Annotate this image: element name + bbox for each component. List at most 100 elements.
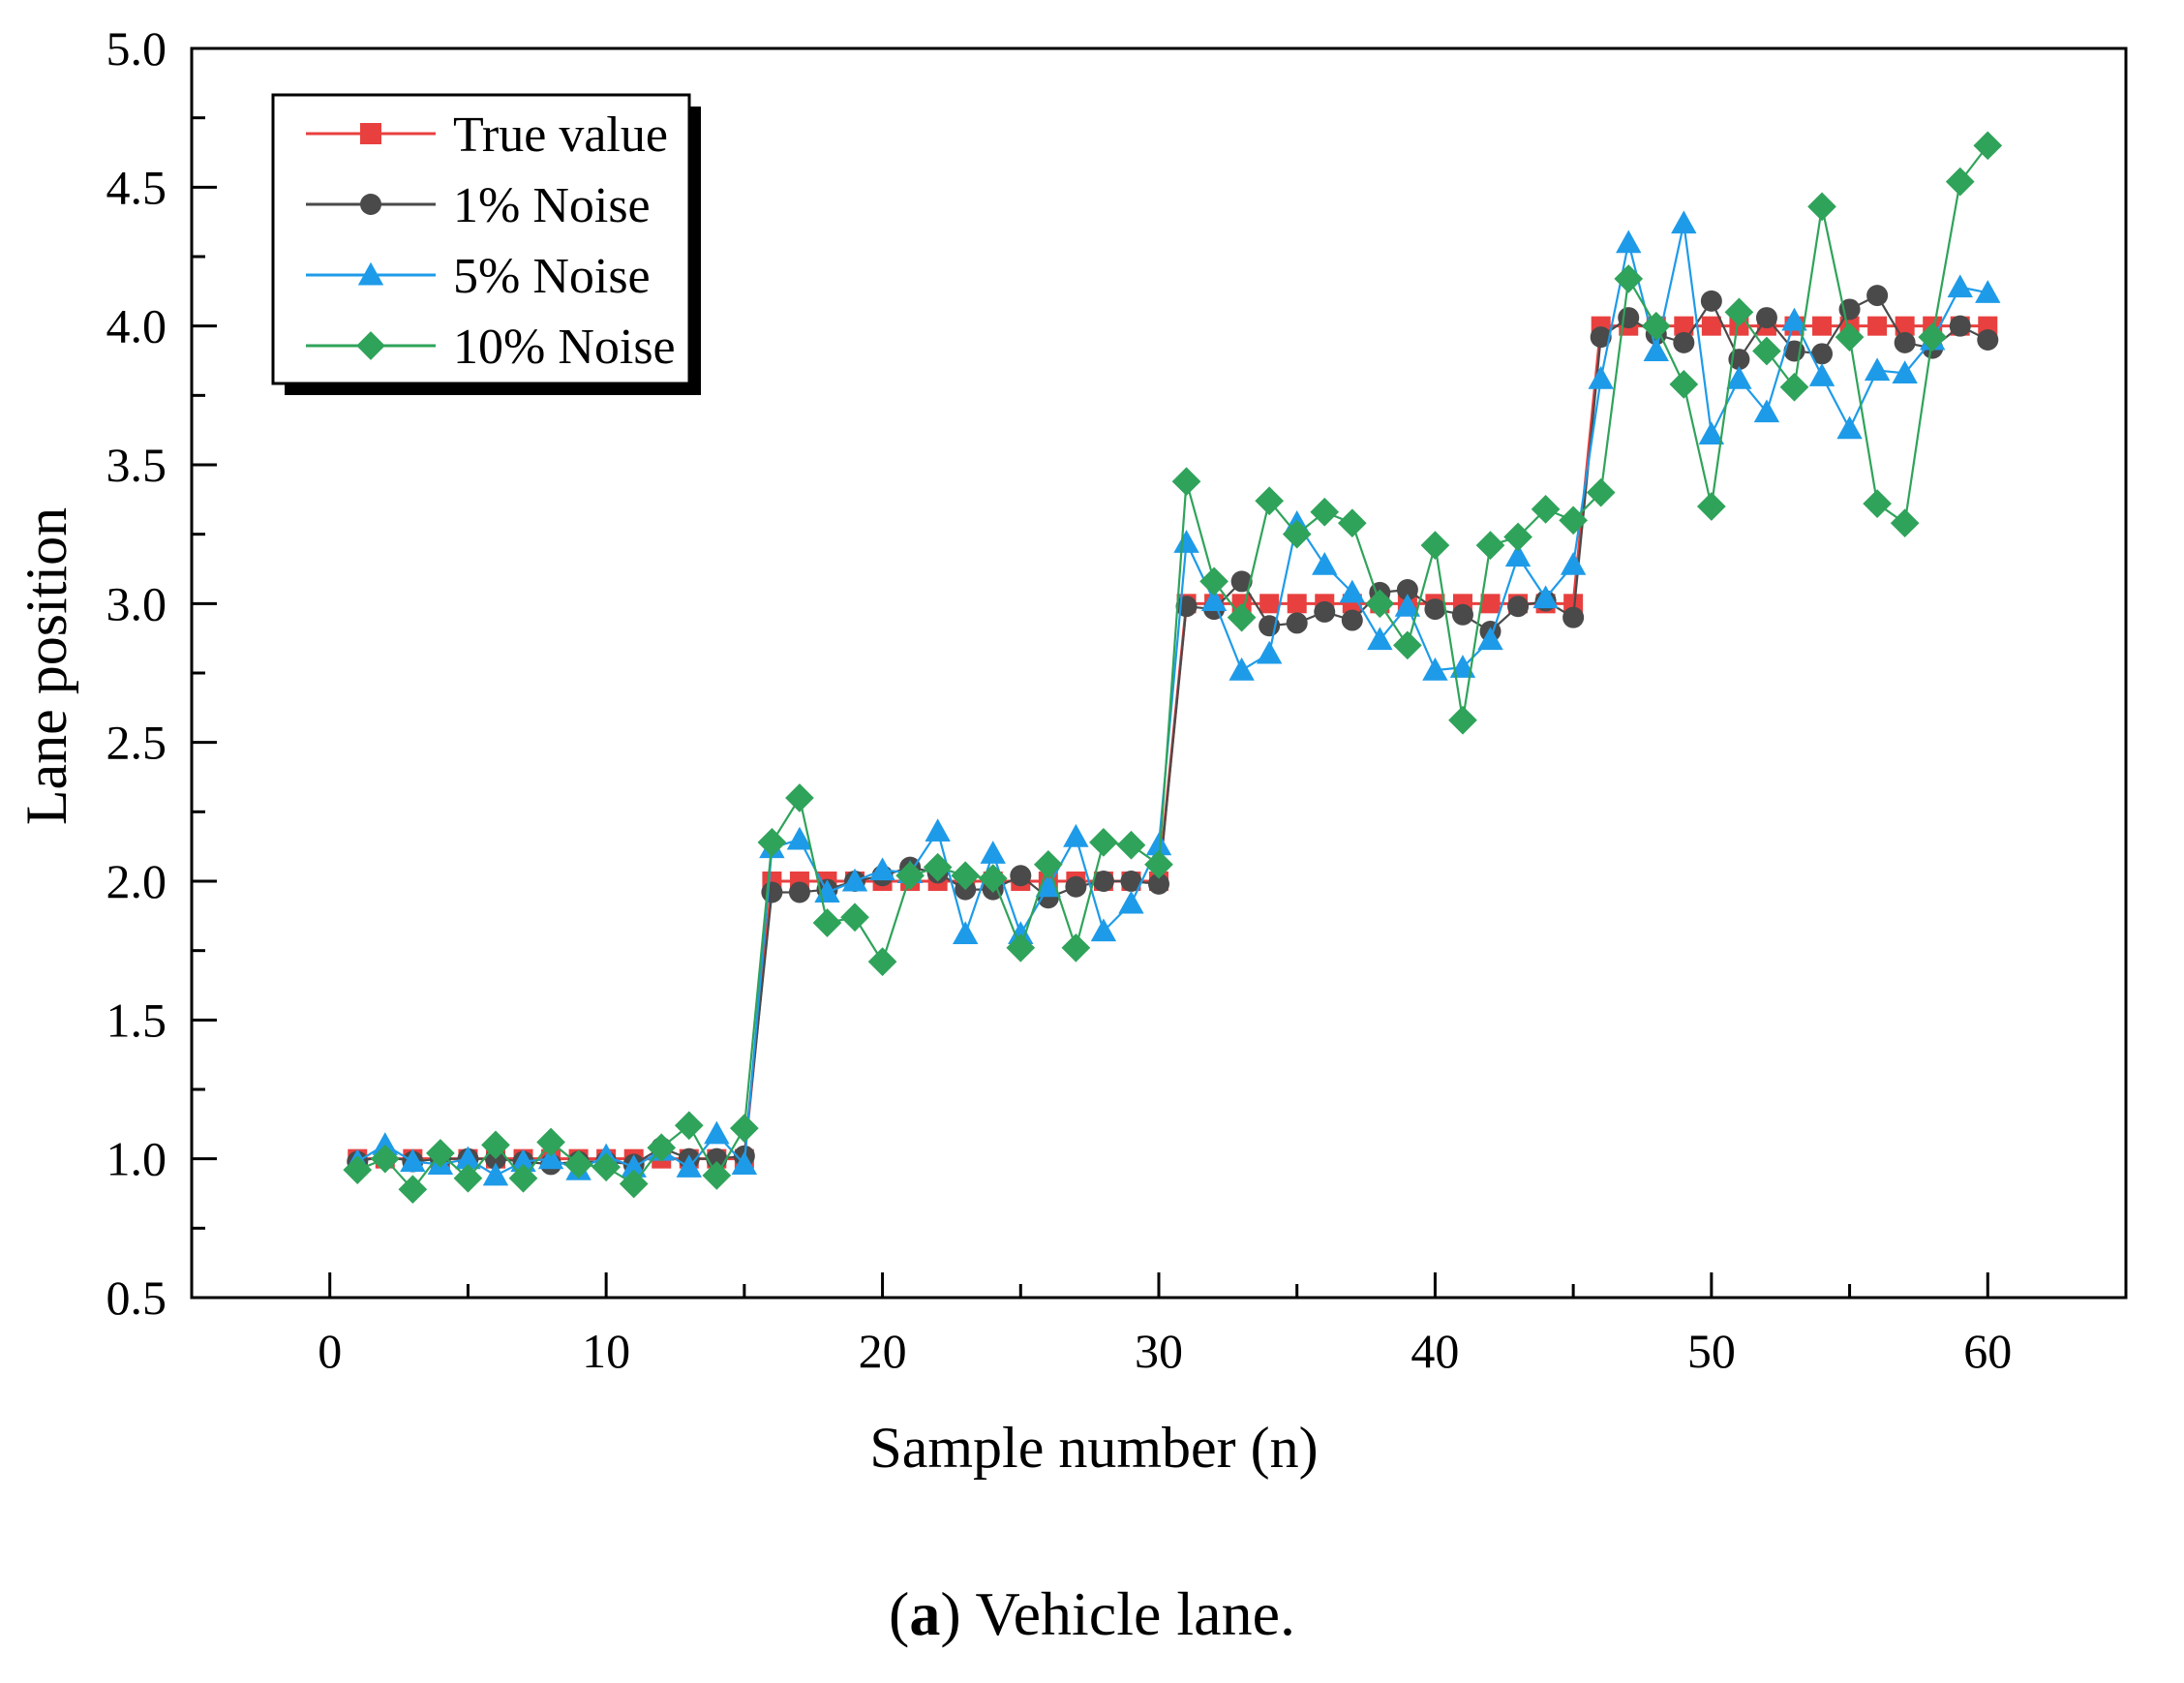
data-point — [1560, 552, 1587, 575]
data-point — [1697, 492, 1726, 521]
data-point — [1674, 316, 1694, 336]
x-tick-label: 30 — [1135, 1324, 1183, 1378]
data-point — [895, 861, 925, 891]
data-point — [1890, 508, 1920, 538]
data-point — [1475, 531, 1505, 560]
data-point — [482, 1162, 509, 1186]
data-point — [1394, 594, 1421, 617]
data-point — [702, 1161, 732, 1190]
data-point — [761, 881, 783, 903]
data-point — [1116, 830, 1146, 860]
data-point — [1812, 316, 1833, 336]
y-tick-label: 0.5 — [106, 1270, 167, 1325]
data-point — [1781, 307, 1807, 331]
data-point — [1480, 594, 1501, 614]
data-point — [1807, 192, 1836, 222]
legend-label: 1% Noise — [453, 178, 651, 233]
data-point — [1089, 828, 1118, 857]
data-point — [1503, 522, 1532, 552]
data-point — [840, 903, 869, 933]
data-point — [1008, 921, 1034, 945]
data-point — [1228, 657, 1255, 681]
data-point — [1120, 871, 1142, 892]
caption-label: a — [909, 1579, 941, 1648]
data-point — [1310, 497, 1340, 527]
y-tick-label: 3.0 — [106, 576, 167, 630]
data-point — [1200, 588, 1228, 612]
data-point — [923, 852, 953, 882]
data-point — [704, 1120, 730, 1145]
legend-label: True value — [453, 107, 668, 163]
data-point — [841, 868, 868, 892]
data-point — [1586, 477, 1616, 507]
data-point — [370, 1144, 400, 1174]
data-point — [1061, 933, 1091, 963]
axes-layer: 0 10 20 30 40 50 60 0.5 1.0 1.5 2.0 2.5 3.0 3.5 4.0 4.5… — [106, 21, 2128, 1378]
data-point — [1227, 602, 1257, 632]
data-point — [1006, 933, 1036, 963]
data-point — [1892, 360, 1918, 383]
data-point — [731, 1151, 758, 1175]
data-point — [1588, 365, 1614, 389]
data-point — [398, 1175, 428, 1205]
data-point — [426, 1139, 455, 1168]
data-point — [867, 947, 897, 976]
x-tick-label: 40 — [1410, 1324, 1459, 1378]
data-point — [785, 783, 814, 812]
data-point — [1671, 210, 1697, 234]
data-point — [953, 921, 979, 945]
data-point — [1259, 594, 1280, 614]
data-point — [1562, 606, 1585, 628]
legend-box — [271, 93, 691, 385]
data-point — [1753, 399, 1780, 423]
y-tick-label: 2.0 — [106, 854, 167, 908]
data-point — [1945, 167, 1975, 197]
data-point — [1977, 329, 1999, 351]
data-point — [1367, 627, 1393, 651]
data-point — [1726, 365, 1752, 389]
data-point — [1698, 421, 1725, 445]
data-point — [1365, 589, 1395, 619]
data-point — [951, 861, 981, 891]
data-point — [536, 1127, 565, 1157]
data-point — [1616, 230, 1642, 254]
data-point — [1451, 603, 1473, 626]
x-tick-label: 10 — [582, 1324, 630, 1378]
data-point — [1286, 612, 1308, 634]
data-point — [647, 1133, 677, 1163]
data-point — [537, 1146, 564, 1170]
data-point — [978, 864, 1008, 893]
data-point — [619, 1169, 649, 1199]
data-point — [757, 828, 787, 857]
data-point — [1171, 467, 1201, 497]
y-tick-label: 3.5 — [106, 438, 167, 492]
data-point — [1755, 307, 1777, 329]
data-point — [1035, 873, 1062, 898]
data-point — [400, 1148, 426, 1173]
data-point — [676, 1154, 702, 1178]
data-point — [1918, 322, 1948, 352]
data-point — [1867, 316, 1888, 336]
data-point — [1590, 326, 1612, 349]
data-point — [1866, 285, 1889, 307]
data-point — [730, 1114, 759, 1143]
data-point — [621, 1154, 647, 1178]
data-point — [925, 818, 951, 842]
data-point — [1973, 131, 2003, 161]
data-point — [1033, 849, 1063, 879]
caption-text: ) Vehicle lane. — [940, 1579, 1295, 1648]
data-point — [508, 1163, 538, 1193]
data-point — [481, 1130, 510, 1160]
data-point — [1836, 415, 1863, 440]
x-tick-label: 0 — [318, 1324, 342, 1378]
data-point — [1420, 531, 1450, 560]
data-point — [1701, 316, 1721, 336]
data-point — [1975, 280, 2001, 303]
data-point — [1092, 871, 1114, 892]
y-axis-label: Lane position — [15, 507, 78, 825]
data-point — [1811, 343, 1834, 365]
legend-label: 5% Noise — [453, 249, 651, 304]
legend-label: 10% Noise — [453, 320, 676, 375]
data-point — [1256, 640, 1283, 664]
data-point — [1618, 307, 1640, 329]
